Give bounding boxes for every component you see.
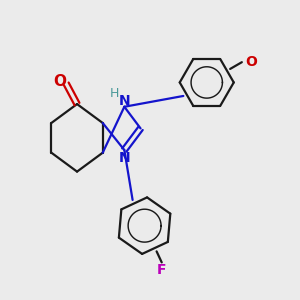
Text: O: O — [245, 55, 257, 69]
Text: O: O — [53, 74, 66, 88]
Text: H: H — [110, 87, 119, 100]
Text: N: N — [118, 94, 130, 108]
Text: N: N — [118, 151, 130, 165]
Text: F: F — [157, 263, 166, 278]
